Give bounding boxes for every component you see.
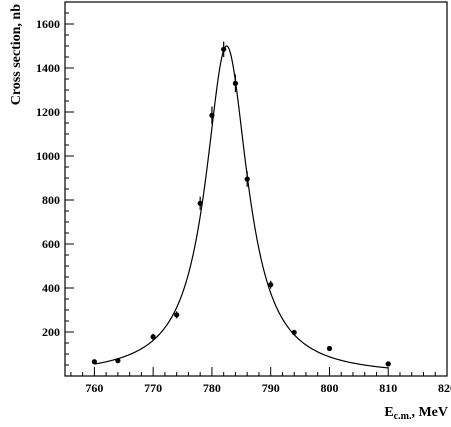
data-point [232,74,239,93]
data-point [115,358,121,364]
y-tick-label: 1200 [36,105,60,119]
data-point [91,359,97,365]
x-axis-ticks: 760 770 780 790 800 810 820 [70,367,451,395]
y-axis-label: Cross section, nb [9,4,24,105]
data-points [91,41,391,367]
point-marker [232,80,239,86]
y-tick-label: 1000 [36,149,60,163]
y-tick-label: 600 [42,237,60,251]
data-point [150,333,156,340]
data-point [174,311,180,319]
x-tick-label: 760 [85,381,103,395]
point-marker [115,358,121,364]
point-marker [244,176,250,182]
data-point [268,280,274,289]
point-marker [385,361,391,367]
y-tick-label: 200 [42,325,60,339]
point-marker [209,112,215,118]
data-point [197,196,203,210]
y-tick-label: 1600 [36,17,60,31]
point-marker [291,329,297,336]
data-point [326,345,333,352]
x-tick-label: 790 [262,381,280,395]
data-point [209,106,215,125]
x-axis-label: Ec.m., MeV [384,405,448,422]
x-tick-label: 820 [438,381,451,395]
y-tick-label: 400 [42,281,60,295]
fit-curve [94,45,389,369]
x-tick-label: 770 [144,381,162,395]
y-tick-label: 1400 [36,61,60,75]
point-marker [268,282,274,288]
point-marker [326,345,333,352]
point-marker [174,312,180,318]
point-marker [221,46,227,52]
data-point [221,41,227,57]
x-tick-label: 810 [379,381,397,395]
y-tick-label: 800 [42,193,60,207]
point-marker [91,359,97,365]
x-tick-label: 800 [320,381,338,395]
data-point [385,361,391,367]
y-axis-ticks: 200 400 600 800 1000 1200 1400 1600 [36,1,74,366]
data-point [291,329,297,336]
data-point [244,171,250,187]
plot-frame [64,1,448,377]
point-marker [150,334,156,340]
point-marker [197,200,203,206]
x-tick-label: 780 [203,381,221,395]
